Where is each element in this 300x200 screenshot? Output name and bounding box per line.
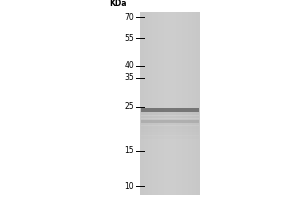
Text: 10: 10 [124, 182, 134, 191]
Text: 15: 15 [124, 146, 134, 155]
Bar [192, 12, 194, 195]
Bar [156, 12, 158, 195]
Text: KDa: KDa [110, 0, 127, 8]
Text: 70: 70 [124, 13, 134, 22]
Bar [144, 12, 146, 195]
Bar [141, 112, 199, 115]
Bar [141, 129, 199, 132]
Bar [174, 12, 176, 195]
Bar [162, 12, 164, 195]
Bar [141, 122, 199, 125]
Bar [152, 12, 154, 195]
Bar [141, 136, 199, 139]
Bar [184, 12, 186, 195]
Bar [141, 132, 199, 135]
Bar [172, 12, 174, 195]
Text: 40: 40 [124, 61, 134, 70]
Bar [154, 12, 156, 195]
Bar [168, 12, 170, 195]
Bar [182, 12, 184, 195]
Text: 25: 25 [124, 102, 134, 111]
Bar [140, 12, 200, 195]
Bar [176, 12, 178, 195]
Bar [158, 12, 160, 195]
Bar [170, 12, 172, 195]
Bar [160, 12, 162, 195]
Bar [141, 126, 199, 129]
Text: 55: 55 [124, 34, 134, 43]
Bar [178, 12, 180, 195]
Bar [164, 12, 166, 195]
Bar [190, 12, 192, 195]
Bar [148, 12, 150, 195]
Bar [141, 119, 199, 122]
Bar [196, 12, 198, 195]
Bar [140, 12, 142, 195]
Bar [194, 12, 196, 195]
Bar [141, 108, 199, 112]
Bar [166, 12, 168, 195]
Bar [141, 120, 199, 123]
Bar [141, 116, 199, 118]
Bar [186, 12, 188, 195]
Bar [188, 12, 190, 195]
Bar [180, 12, 182, 195]
Text: 35: 35 [124, 73, 134, 82]
Bar [142, 12, 144, 195]
Bar [198, 12, 200, 195]
Bar [150, 12, 152, 195]
Bar [146, 12, 148, 195]
